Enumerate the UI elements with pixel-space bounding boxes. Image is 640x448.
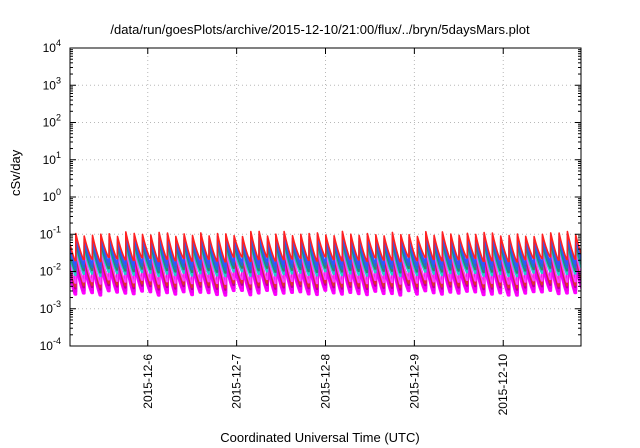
- y-tick-label: 10-1: [40, 224, 61, 241]
- x-tick-label: 2015-12-10: [496, 354, 510, 416]
- y-tick-label: 10-2: [40, 262, 61, 279]
- x-tick-label: 2015-12-8: [319, 354, 333, 409]
- x-tick-label: 2015-12-7: [230, 354, 244, 409]
- y-tick-label: 103: [43, 75, 61, 92]
- y-tick-label: 10-3: [40, 299, 61, 316]
- series-line: [70, 230, 581, 263]
- y-tick-label: 10-4: [40, 336, 61, 353]
- y-tick-label: 102: [43, 113, 61, 130]
- x-axis-label: Coordinated Universal Time (UTC): [220, 430, 420, 445]
- y-axis: 10-4 10-3 10-2 10-1 100 101 102 103 104: [40, 38, 581, 353]
- x-tick-label: 2015-12-6: [141, 354, 155, 409]
- y-tick-label: 100: [43, 187, 61, 204]
- y-tick-label: 101: [43, 150, 61, 167]
- grid-lines: [70, 48, 581, 346]
- series-group: [70, 230, 581, 297]
- x-tick-label: 2015-12-9: [407, 354, 421, 409]
- x-axis: 2015-12-6 2015-12-7 2015-12-8 2015-12-9 2015…: [141, 48, 510, 415]
- y-tick-label: 104: [43, 38, 61, 55]
- chart-title: /data/run/goesPlots/archive/2015-12-10/2…: [110, 22, 530, 37]
